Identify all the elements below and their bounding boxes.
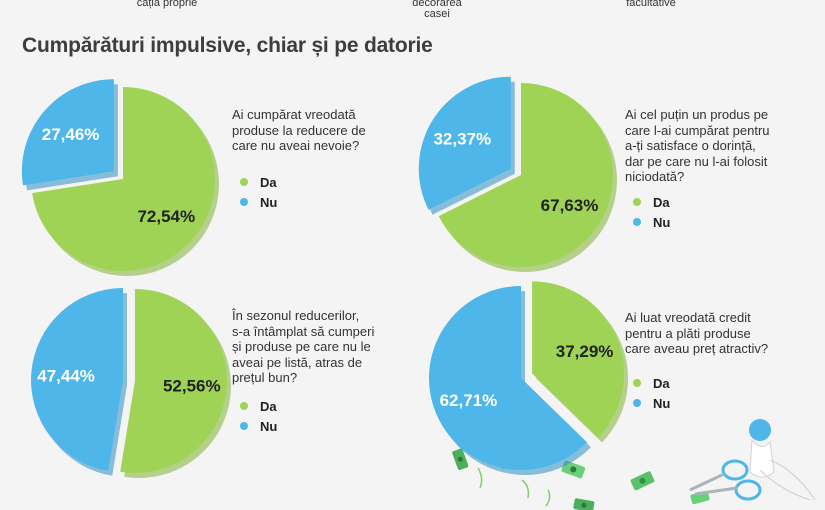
question-2: Ai cel puțin un produs pe care l-ai cump… <box>625 107 770 184</box>
pie-slice-da: 67,63% <box>438 83 617 272</box>
legend-da-label: Da <box>653 194 670 210</box>
pie-slice-face <box>32 87 216 271</box>
legend-da-swatch <box>240 402 248 410</box>
legend-da-label: Da <box>260 398 277 414</box>
pie-value-label-nu: 62,71% <box>440 391 498 410</box>
legend-da-swatch <box>240 178 248 186</box>
pie-slice-face <box>429 286 587 470</box>
header-fragment-2: decorarea casei <box>412 0 462 20</box>
legend-3: Da Nu <box>240 396 277 436</box>
legend-nu-swatch <box>633 218 641 226</box>
pie-slice-face <box>31 288 124 471</box>
pie-slice-nu: 62,71% <box>429 286 591 475</box>
pie-chart-4: 37,29% 62,71% <box>429 281 629 475</box>
legend-nu-swatch <box>240 198 248 206</box>
pie-chart-2: 67,63% 32,37% <box>418 76 617 272</box>
header-fragment-3: facultative <box>626 0 676 9</box>
legend-da-swatch <box>633 379 641 387</box>
pie-slice-nu: 47,44% <box>31 288 128 476</box>
pie-value-label-nu: 27,46% <box>42 125 100 144</box>
pie-value-label-da: 52,56% <box>163 377 221 396</box>
legend-nu-swatch <box>240 422 248 430</box>
page-title: Cumpărături impulsive, chiar și pe dator… <box>22 34 433 57</box>
legend-da-swatch <box>633 198 641 206</box>
pie-slice-da: 72,54% <box>32 87 220 276</box>
legend-nu-label: Nu <box>653 395 671 411</box>
legend-nu-label: Nu <box>260 194 278 210</box>
question-3: În sezonul reducerilor, s-a întâmplat să… <box>232 308 375 385</box>
person-icon <box>749 419 816 501</box>
pie-value-label-da: 72,54% <box>137 207 195 226</box>
pie-chart-1: 72,54% 27,46% <box>21 79 220 276</box>
pie-slice-face <box>438 83 613 267</box>
pie-slice-nu: 27,46% <box>21 79 118 191</box>
header-fragment-1: cația proprie <box>136 0 198 9</box>
legend-nu-label: Nu <box>260 418 278 434</box>
pie-slice-da: 52,56% <box>120 288 231 478</box>
pie-slice-face <box>532 281 625 438</box>
legend-1: Da Nu <box>240 172 277 212</box>
pie-value-label-da: 67,63% <box>541 196 599 215</box>
pie-slice-face <box>21 79 114 186</box>
pie-value-label-nu: 47,44% <box>37 366 95 385</box>
legend-da-label: Da <box>260 174 277 190</box>
legend-nu-label: Nu <box>653 214 671 230</box>
question-4: Ai luat vreodată credit pentru a plăti p… <box>625 310 769 356</box>
pie-value-label-nu: 32,37% <box>433 130 491 149</box>
pie-value-label-da: 37,29% <box>556 342 614 361</box>
legend-da-label: Da <box>653 375 670 391</box>
pie-slice-nu: 32,37% <box>418 76 515 215</box>
pie-slice-da: 37,29% <box>532 281 629 443</box>
question-1: Ai cumpărat vreodată produse la reducere… <box>232 107 366 153</box>
legend-4: Da Nu <box>633 373 670 413</box>
pie-chart-3: 52,56% 47,44% <box>31 288 231 478</box>
legend-2: Da Nu <box>633 192 670 232</box>
pie-slice-face <box>120 288 227 473</box>
legend-nu-swatch <box>633 399 641 407</box>
pie-slice-face <box>418 76 511 210</box>
scissors-icon <box>689 459 762 501</box>
